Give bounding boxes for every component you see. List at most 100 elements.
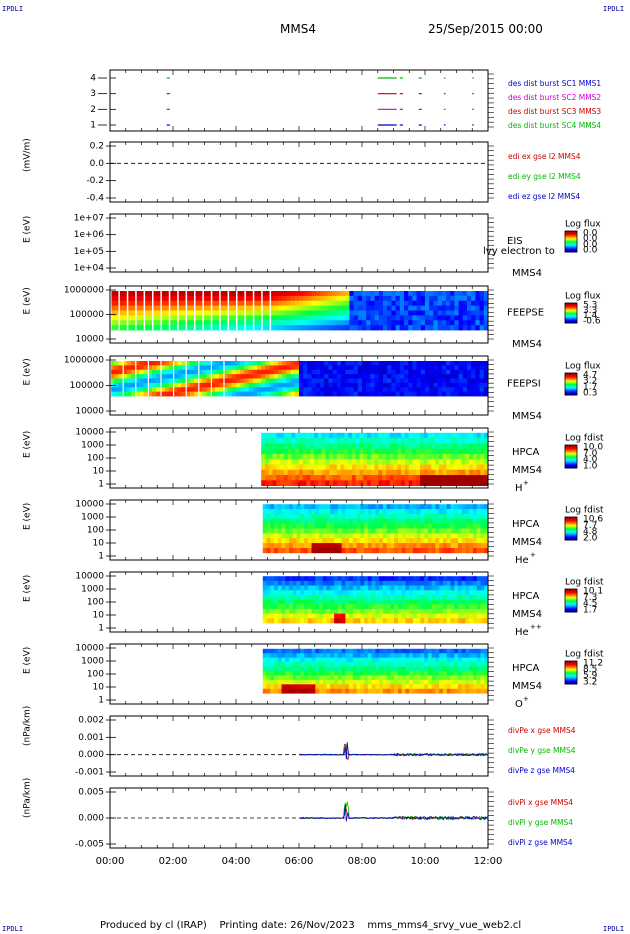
feepse-cell bbox=[131, 315, 136, 321]
hpca-hepp-cell bbox=[296, 604, 301, 610]
hpca-hepp-cell bbox=[307, 590, 312, 596]
hpca-o-cell bbox=[307, 657, 312, 663]
hpca-h-cell bbox=[385, 453, 391, 460]
hpca-hepp-cell bbox=[289, 604, 294, 610]
feepse-cell bbox=[160, 300, 165, 307]
hpca-o-cell bbox=[394, 653, 399, 659]
hpca-h-cell bbox=[280, 438, 285, 444]
feepsi-cell bbox=[471, 374, 476, 379]
feepsi-cell bbox=[353, 369, 359, 375]
hpca-hepp-cell bbox=[442, 580, 448, 586]
hpca-hepp-cell bbox=[349, 618, 354, 624]
hpca-hepp-cell bbox=[367, 604, 373, 610]
hpca-h-cell bbox=[465, 438, 470, 444]
hpca-h-cell bbox=[461, 448, 466, 455]
feepse-cell bbox=[265, 315, 270, 321]
hpca-he-cell bbox=[337, 528, 343, 534]
feepse-cell bbox=[416, 295, 422, 302]
hpca-hepp-cell bbox=[371, 594, 376, 600]
hpca-h-cell bbox=[272, 475, 277, 481]
feepsi-cell bbox=[311, 361, 317, 366]
feepse-cell bbox=[458, 325, 464, 331]
feepse-cell bbox=[320, 295, 325, 302]
feepse-cell bbox=[437, 291, 443, 297]
feepsi-cell bbox=[479, 361, 485, 366]
hpca-he-cell bbox=[360, 543, 365, 549]
feepse-cell bbox=[181, 315, 186, 321]
feepsi-cell bbox=[311, 387, 317, 393]
feepse-cell bbox=[320, 310, 325, 316]
feepse-cell bbox=[210, 325, 216, 331]
hpca-o-cell bbox=[319, 684, 324, 690]
hpca-hepp-cell bbox=[439, 580, 444, 586]
feepsi-cell bbox=[420, 391, 426, 397]
hpca-he-cell bbox=[307, 543, 312, 549]
hpca-he-cell bbox=[442, 533, 448, 539]
hpca-o-cell bbox=[322, 675, 327, 681]
hpca-h-cell bbox=[393, 459, 398, 465]
hpca-h-cell bbox=[453, 448, 459, 455]
feepse-cell bbox=[299, 295, 304, 302]
feepse-cell bbox=[265, 305, 270, 311]
hpca-h-cell bbox=[291, 453, 296, 460]
feepse-cell bbox=[227, 315, 233, 321]
feepsi-cell bbox=[332, 387, 338, 393]
hpca-he-cell bbox=[311, 509, 316, 515]
hpca-hepp-cell bbox=[442, 618, 448, 624]
feepsi-colorbar-cell bbox=[565, 378, 577, 380]
hpca-o-cell bbox=[319, 653, 324, 659]
feepse-cell bbox=[433, 315, 438, 321]
eis-colorbar-cell bbox=[565, 238, 577, 240]
feepse-cell bbox=[353, 310, 359, 316]
hpca-o-cell bbox=[367, 679, 373, 685]
hpca-o-ytick-label: 1000 bbox=[81, 657, 104, 667]
feepsi-cell bbox=[383, 365, 388, 371]
hpca-h-cell bbox=[442, 448, 447, 455]
hpca-he-cell bbox=[360, 538, 365, 544]
hpca-o-cell bbox=[307, 671, 312, 676]
hpca-he-cell bbox=[457, 509, 463, 515]
hpca-o-cell bbox=[360, 688, 365, 694]
feepse-cell bbox=[273, 291, 279, 297]
feepse-gap bbox=[135, 291, 137, 330]
feepse-cell bbox=[336, 315, 342, 321]
feepse-cell bbox=[315, 315, 321, 321]
feepsi-cell bbox=[273, 361, 279, 366]
hpca-he-cell bbox=[454, 533, 459, 539]
hpca-hepp-cell bbox=[307, 594, 312, 600]
hpca-he-cell bbox=[352, 543, 358, 549]
hpca-he-cell bbox=[435, 513, 440, 520]
hpca-h-cell bbox=[412, 469, 417, 476]
hpca-hepp-colorbar-cell bbox=[565, 607, 577, 609]
hpca-he-cell bbox=[405, 547, 410, 554]
hpca-he-cell bbox=[349, 528, 354, 534]
hpca-hepp-cell bbox=[319, 618, 324, 624]
hpca-o-cell bbox=[382, 666, 388, 672]
feepse-cell bbox=[315, 305, 321, 311]
feepse-cell bbox=[408, 305, 413, 311]
hpca-he-cell bbox=[424, 513, 429, 520]
hpca-h-colorbar-cell bbox=[565, 458, 577, 460]
hpca-o-cell bbox=[390, 653, 395, 659]
hpca-hepp-cell bbox=[457, 599, 463, 605]
feepsi-cell bbox=[336, 387, 342, 393]
hpca-o-cell bbox=[390, 679, 395, 685]
hpca-o-cell bbox=[379, 671, 384, 676]
feepsi-cell bbox=[399, 369, 405, 375]
hpca-h-cell bbox=[480, 438, 485, 444]
hpca-hepp-cell bbox=[345, 618, 350, 624]
hpca-he-cell bbox=[405, 504, 410, 510]
hpca-h-cell bbox=[272, 432, 277, 439]
feepse-cell bbox=[324, 300, 329, 307]
hpca-hepp-cell bbox=[274, 585, 279, 591]
feepse-cell bbox=[173, 320, 178, 326]
hpca-hepp-cell bbox=[304, 604, 309, 610]
hpca-o-cell bbox=[480, 653, 485, 659]
feepse-cell bbox=[278, 315, 283, 321]
feepse-cell bbox=[164, 325, 170, 331]
feepse-cell bbox=[160, 305, 165, 311]
feepse-cell bbox=[139, 320, 144, 326]
hpca-h-cell bbox=[457, 443, 462, 450]
hpca-he-cell bbox=[334, 513, 339, 520]
hpca-h-cell bbox=[423, 475, 428, 481]
